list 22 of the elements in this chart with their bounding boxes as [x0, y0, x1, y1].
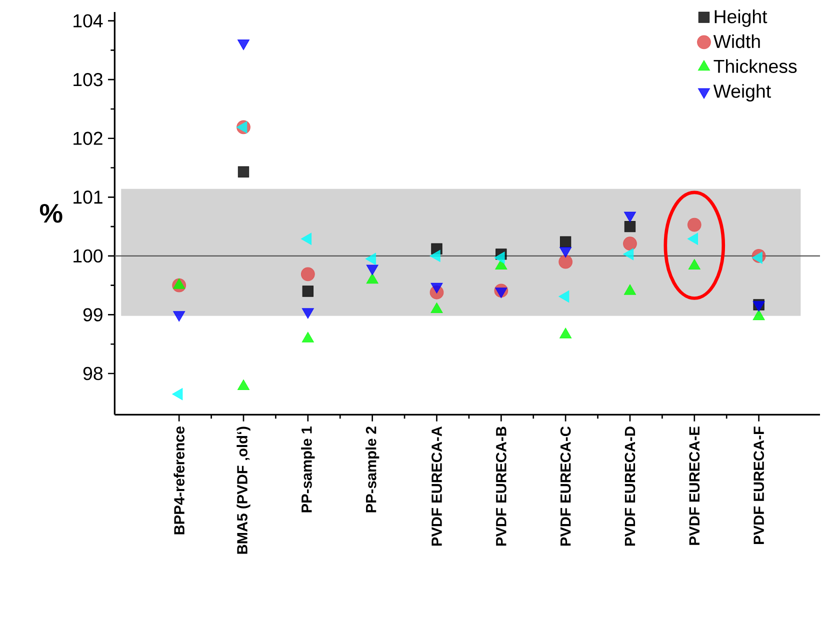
x-tick-label: PVDF EURECA-B	[496, 426, 506, 546]
x-tick-label: PVDF EURECA-D	[624, 426, 636, 546]
y-tick-label: 104	[74, 14, 103, 28]
y-tick-label: 98	[83, 366, 102, 380]
y-tick-label: 102	[74, 132, 102, 145]
x-tick-label: PVDF EURECA-E	[689, 426, 700, 545]
x-tick-label: PVDF EURECA-F	[754, 426, 764, 544]
x-tick-label: PVDF EURECA-A	[432, 426, 442, 546]
y-axis-title: %	[40, 204, 62, 223]
legend-label: Weight	[713, 84, 771, 102]
y-tick-label: 101	[74, 190, 102, 204]
y-tick-label: 103	[74, 72, 102, 86]
x-tick-label: BMA5 (PVDF ‚old‘)	[236, 426, 250, 554]
x-tick-label: PP-sample 1	[301, 426, 315, 512]
y-tick-label: 99	[83, 308, 102, 322]
x-tick-label: BPP4-reference	[174, 426, 184, 534]
x-tick-label: PP-sample 2	[365, 426, 380, 512]
y-tick-label: 100	[74, 249, 103, 263]
legend-label: Width	[713, 34, 760, 48]
legend-label: Height	[714, 10, 768, 27]
legend-label: Thickness	[714, 59, 797, 73]
x-tick-label: PVDF EURECA-C	[560, 426, 571, 546]
